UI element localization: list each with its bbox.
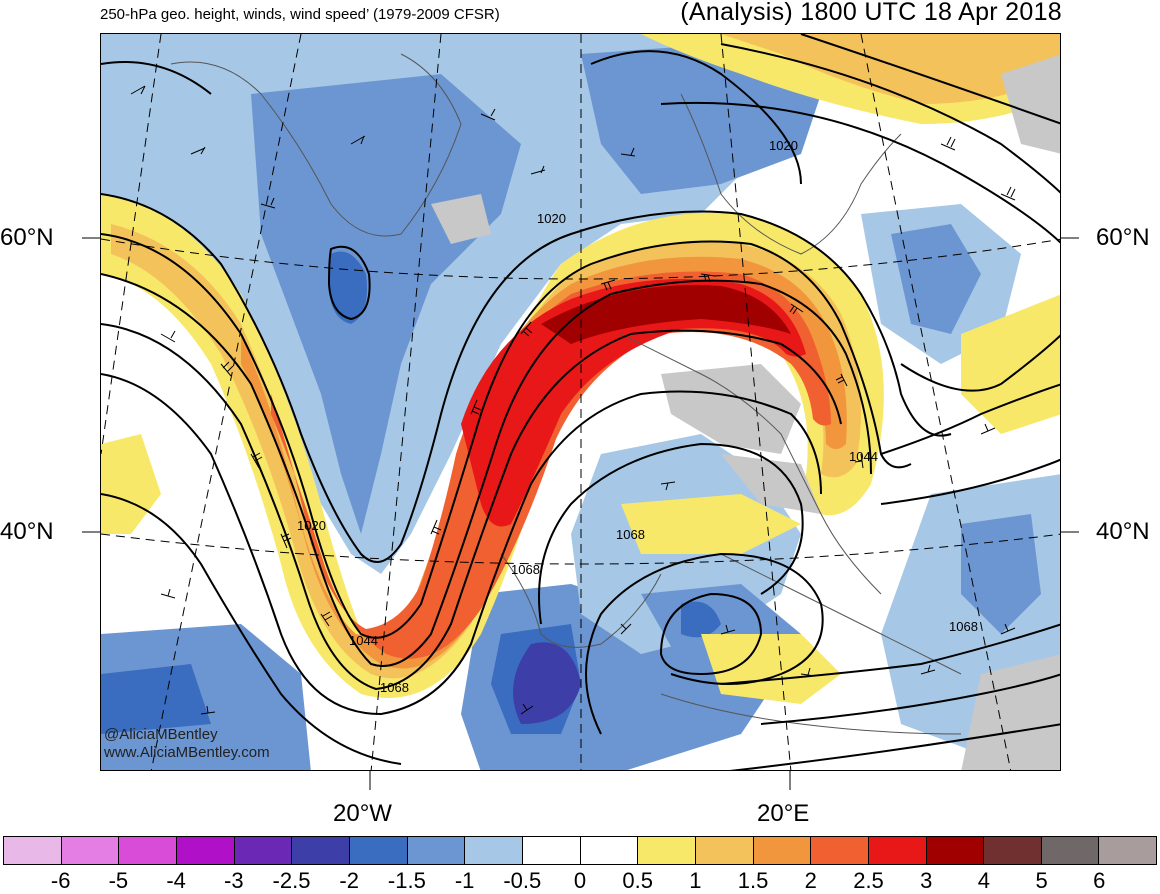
colorbar-swatch <box>984 837 1042 864</box>
colorbar-swatch <box>119 837 177 864</box>
contour-label: 1044 <box>849 449 878 464</box>
contour-label: 1044 <box>349 633 378 648</box>
colorbar-tick-label: -0.5 <box>503 868 542 893</box>
contour-label: 1068 <box>380 680 409 695</box>
colorbar-tick-label: -2.5 <box>272 868 311 893</box>
colorbar-tick-label: -1 <box>454 868 475 893</box>
colorbar-swatch <box>926 837 985 864</box>
contour-label: 1068 <box>949 619 978 634</box>
contour-label: 1068 <box>616 527 645 542</box>
colorbar-swatch <box>292 837 350 864</box>
wind-barbs <box>130 85 1016 715</box>
lat-label-40n-right: 40°N <box>1096 518 1150 545</box>
colorbar-tick-label: 0.5 <box>622 868 653 893</box>
colorbar-swatch <box>234 837 293 864</box>
lon-label-20e: 20°E <box>757 800 810 827</box>
height-contours <box>101 34 1060 770</box>
colorbar <box>3 836 1157 865</box>
colorbar-tick-label: -2 <box>339 868 359 893</box>
lon-label-20w: 20°W <box>333 800 392 827</box>
colorbar-swatch <box>61 837 120 864</box>
colorbar-swatch <box>4 837 62 864</box>
coastlines <box>170 53 962 735</box>
colorbar-tick-label: 6 <box>1093 868 1106 893</box>
positive-anomaly-shading <box>101 34 1060 704</box>
contour-label: 1068 <box>511 562 540 577</box>
colorbar-swatch <box>695 837 754 864</box>
graticule <box>101 34 1060 770</box>
colorbar-tick-labels: -6 -5 -4 -3 -2.5 -2 -1.5 -1 -0.5 0 0.5 1 1.5 2 2.5 3 4 5 6 <box>0 868 1160 893</box>
colorbar-tick-label: 4 <box>977 868 991 893</box>
colorbar-swatch <box>868 837 927 864</box>
colorbar-tick-label: -4 <box>166 868 186 893</box>
colorbar-tick-label: -6 <box>50 868 71 893</box>
lat-label-60n-right: 60°N <box>1096 224 1150 251</box>
colorbar-tick-label: 2 <box>804 868 817 893</box>
colorbar-swatch <box>407 837 466 864</box>
colorbar-tick-label: 1 <box>689 868 702 893</box>
colorbar-swatch <box>638 837 696 864</box>
contour-label: 1020 <box>297 518 326 533</box>
colorbar-swatch <box>349 837 408 864</box>
map-title: (Analysis) 1800 UTC 18 Apr 2018 <box>680 0 1062 26</box>
map-subtitle: 250-hPa geo. height, winds, wind speed’ … <box>100 6 500 23</box>
colorbar-tick-label: 2.5 <box>853 868 884 893</box>
frame-ticks <box>82 237 1079 790</box>
colorbar-swatch <box>1041 837 1100 864</box>
contour-labels: 1020 1020 1020 1044 1044 1068 1068 1068 … <box>297 138 978 695</box>
lat-label-40n-left: 40°N <box>0 518 54 545</box>
colorbar-swatch <box>522 837 581 864</box>
contour-label: 1020 <box>769 138 798 153</box>
credit-website: www.AliciaMBentley.com <box>104 744 270 761</box>
colorbar-tick-label: 1.5 <box>737 868 769 893</box>
colorbar-tick-label: -1.5 <box>387 868 426 893</box>
colorbar-swatch <box>580 837 639 864</box>
gray-shading <box>431 54 1060 770</box>
colorbar-tick-label: 0 <box>573 868 587 893</box>
contour-label: 1020 <box>537 211 566 226</box>
map-panel: 1020 1020 1020 1044 1044 1068 1068 1068 … <box>100 33 1061 771</box>
colorbar-swatch <box>753 837 812 864</box>
credit-handle: @AliciaMBentley <box>104 726 218 743</box>
colorbar-tick-label: -3 <box>224 868 244 893</box>
colorbar-tick-label: -5 <box>108 868 129 893</box>
colorbar-swatch <box>176 837 235 864</box>
colorbar-swatch <box>1099 837 1157 864</box>
colorbar-swatch <box>465 837 523 864</box>
colorbar-tick-label: 3 <box>920 868 933 893</box>
colorbar-tick-label: 5 <box>1035 868 1048 893</box>
colorbar-swatch <box>811 837 869 864</box>
weather-map: 1020 1020 1020 1044 1044 1068 1068 1068 … <box>101 34 1060 770</box>
lat-label-60n-left: 60°N <box>0 224 54 251</box>
